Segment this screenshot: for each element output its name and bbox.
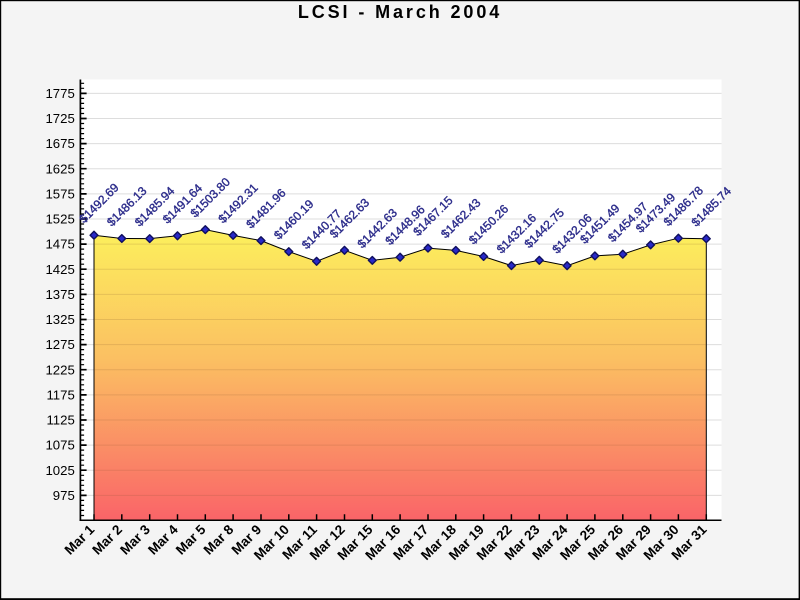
svg-text:1325: 1325 bbox=[45, 312, 74, 327]
svg-text:975: 975 bbox=[53, 488, 75, 503]
svg-text:1775: 1775 bbox=[45, 86, 74, 101]
svg-text:1225: 1225 bbox=[45, 362, 74, 377]
svg-text:1625: 1625 bbox=[45, 161, 74, 176]
svg-text:1275: 1275 bbox=[45, 337, 74, 352]
svg-text:1525: 1525 bbox=[45, 212, 74, 227]
svg-text:1025: 1025 bbox=[45, 463, 74, 478]
svg-text:1375: 1375 bbox=[45, 287, 74, 302]
svg-text:1175: 1175 bbox=[46, 388, 74, 403]
svg-text:1125: 1125 bbox=[46, 413, 74, 428]
svg-text:1575: 1575 bbox=[45, 187, 74, 202]
svg-text:1475: 1475 bbox=[45, 237, 74, 252]
svg-text:1725: 1725 bbox=[45, 111, 74, 126]
svg-text:1075: 1075 bbox=[45, 438, 74, 453]
svg-text:1675: 1675 bbox=[45, 136, 74, 151]
svg-text:LCSI - March 2004: LCSI - March 2004 bbox=[298, 2, 502, 22]
svg-text:1425: 1425 bbox=[45, 262, 74, 277]
